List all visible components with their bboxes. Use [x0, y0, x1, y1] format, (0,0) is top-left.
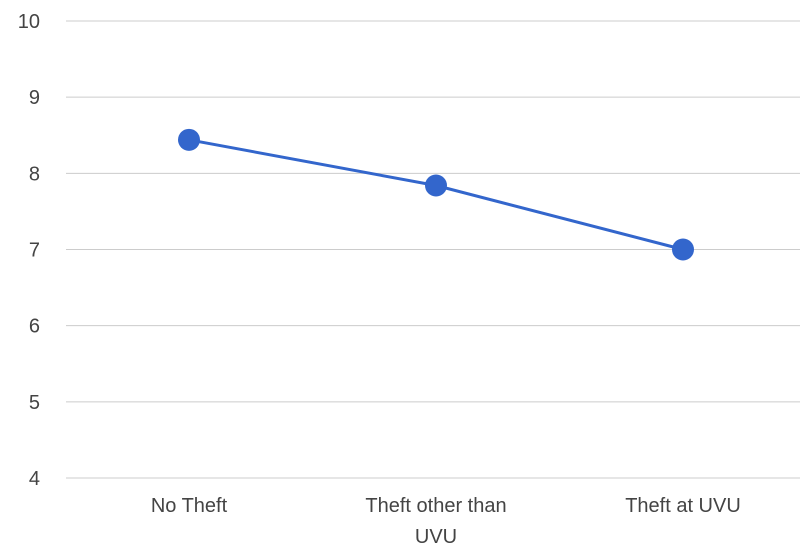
data-point-no-theft[interactable] [178, 128, 200, 151]
y-tick-label: 7 [29, 240, 40, 262]
data-point-theft-other-than-uvu[interactable] [425, 174, 447, 197]
x-tick-label: No Theft [151, 495, 228, 517]
y-tick-label: 5 [29, 392, 40, 414]
x-tick-label: Theft at UVU [625, 495, 741, 517]
x-tick-label: Theft other than UVU [365, 495, 506, 548]
y-tick-label: 6 [29, 316, 40, 338]
y-axis-tick-labels: 4 5 6 7 8 9 10 [18, 11, 40, 490]
y-tick-label: 8 [29, 163, 40, 185]
data-point-theft-at-uvu[interactable] [672, 238, 694, 261]
x-axis-tick-labels: No Theft Theft other than UVU Theft at UVU [151, 495, 741, 548]
gridlines [66, 20, 800, 479]
y-tick-label: 10 [18, 11, 40, 33]
y-tick-label: 9 [29, 87, 40, 109]
y-tick-label: 4 [29, 468, 40, 490]
series-layer [178, 128, 694, 261]
